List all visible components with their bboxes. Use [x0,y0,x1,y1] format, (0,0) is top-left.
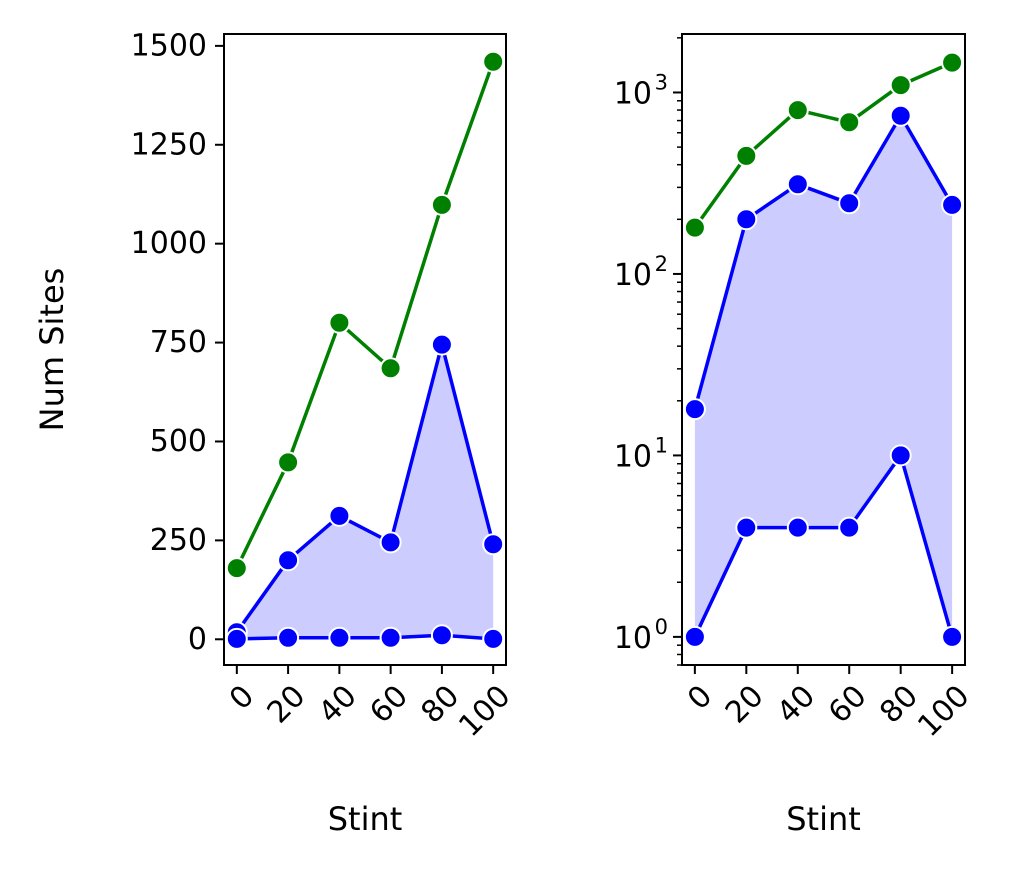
data-point-1-1 [277,549,300,572]
x-tick-label: 20 [261,679,313,731]
x-tick-label: 100 [911,679,976,744]
y-tick-label: 250 [150,523,207,558]
y-tick-label: 0 [188,622,207,657]
y-tick-exponent: 3 [655,70,668,94]
data-point-0-1 [277,451,300,474]
x-tick-label: 40 [770,679,822,731]
x-tick-label: 60 [363,679,415,731]
data-point-1-4 [430,333,453,356]
y-tick-exponent: 2 [655,252,668,276]
x-tick-label: 40 [312,679,364,731]
data-point-0-3 [379,357,402,380]
data-point-2-3 [838,516,861,539]
data-point-1-4 [889,104,912,127]
x-tick-label: 20 [719,679,771,731]
data-point-2-3 [379,626,402,649]
y-tick-label: 10 [614,439,652,474]
data-point-0-0 [683,216,706,239]
data-point-2-4 [889,444,912,467]
x-axis-label: Stint [786,800,861,838]
axes-frame [223,33,507,666]
data-point-1-2 [786,173,809,196]
y-tick-exponent: 0 [655,615,668,639]
y-tick-exponent: 1 [655,433,668,457]
data-point-1-5 [941,193,964,216]
data-point-0-1 [735,144,758,167]
y-tick-label: 500 [150,424,207,459]
data-point-2-0 [225,627,248,650]
data-point-2-5 [482,627,505,650]
x-tick-label: 100 [452,679,517,744]
y-tick-label: 10 [614,621,652,656]
x-tick-label: 0 [681,679,719,717]
data-point-2-1 [277,626,300,649]
data-point-0-2 [786,99,809,122]
y-axis-label: Num Sites [33,268,71,432]
series-line-0 [235,61,495,569]
data-point-2-4 [430,624,453,647]
data-point-2-0 [683,625,706,648]
data-point-1-2 [328,504,351,527]
x-axis-label: Stint [328,800,403,838]
data-point-0-2 [328,311,351,334]
data-point-2-1 [735,516,758,539]
x-tick-label: 60 [822,679,874,731]
series-line-1 [693,113,954,410]
data-point-1-1 [735,208,758,231]
linear-scale-panel: 0 20 40 60 801000250500750100012501500StintN… [33,28,518,838]
data-point-1-3 [379,531,402,554]
y-tick-label: 750 [150,325,207,360]
y-tick-label: 1500 [131,28,207,63]
data-point-2-2 [328,626,351,649]
y-tick-label: 10 [614,258,652,293]
data-point-2-2 [786,516,809,539]
axes-frame [681,33,966,666]
x-tick-label: 0 [223,679,261,717]
data-point-1-5 [482,533,505,556]
y-tick-label: 1000 [131,226,207,261]
data-point-0-0 [225,557,248,580]
data-point-0-4 [889,74,912,97]
fill-band [694,115,953,637]
data-point-2-5 [941,625,964,648]
data-point-1-3 [838,192,861,215]
data-point-0-3 [838,111,861,134]
series-line-1 [235,342,495,634]
data-point-0-5 [482,50,505,73]
fill-band [236,344,494,639]
y-tick-label: 10 [614,76,652,111]
data-point-0-5 [941,51,964,74]
data-point-0-4 [430,193,453,216]
y-tick-label: 1250 [131,127,207,162]
series-line-2 [693,453,954,638]
data-point-1-0 [683,398,706,421]
